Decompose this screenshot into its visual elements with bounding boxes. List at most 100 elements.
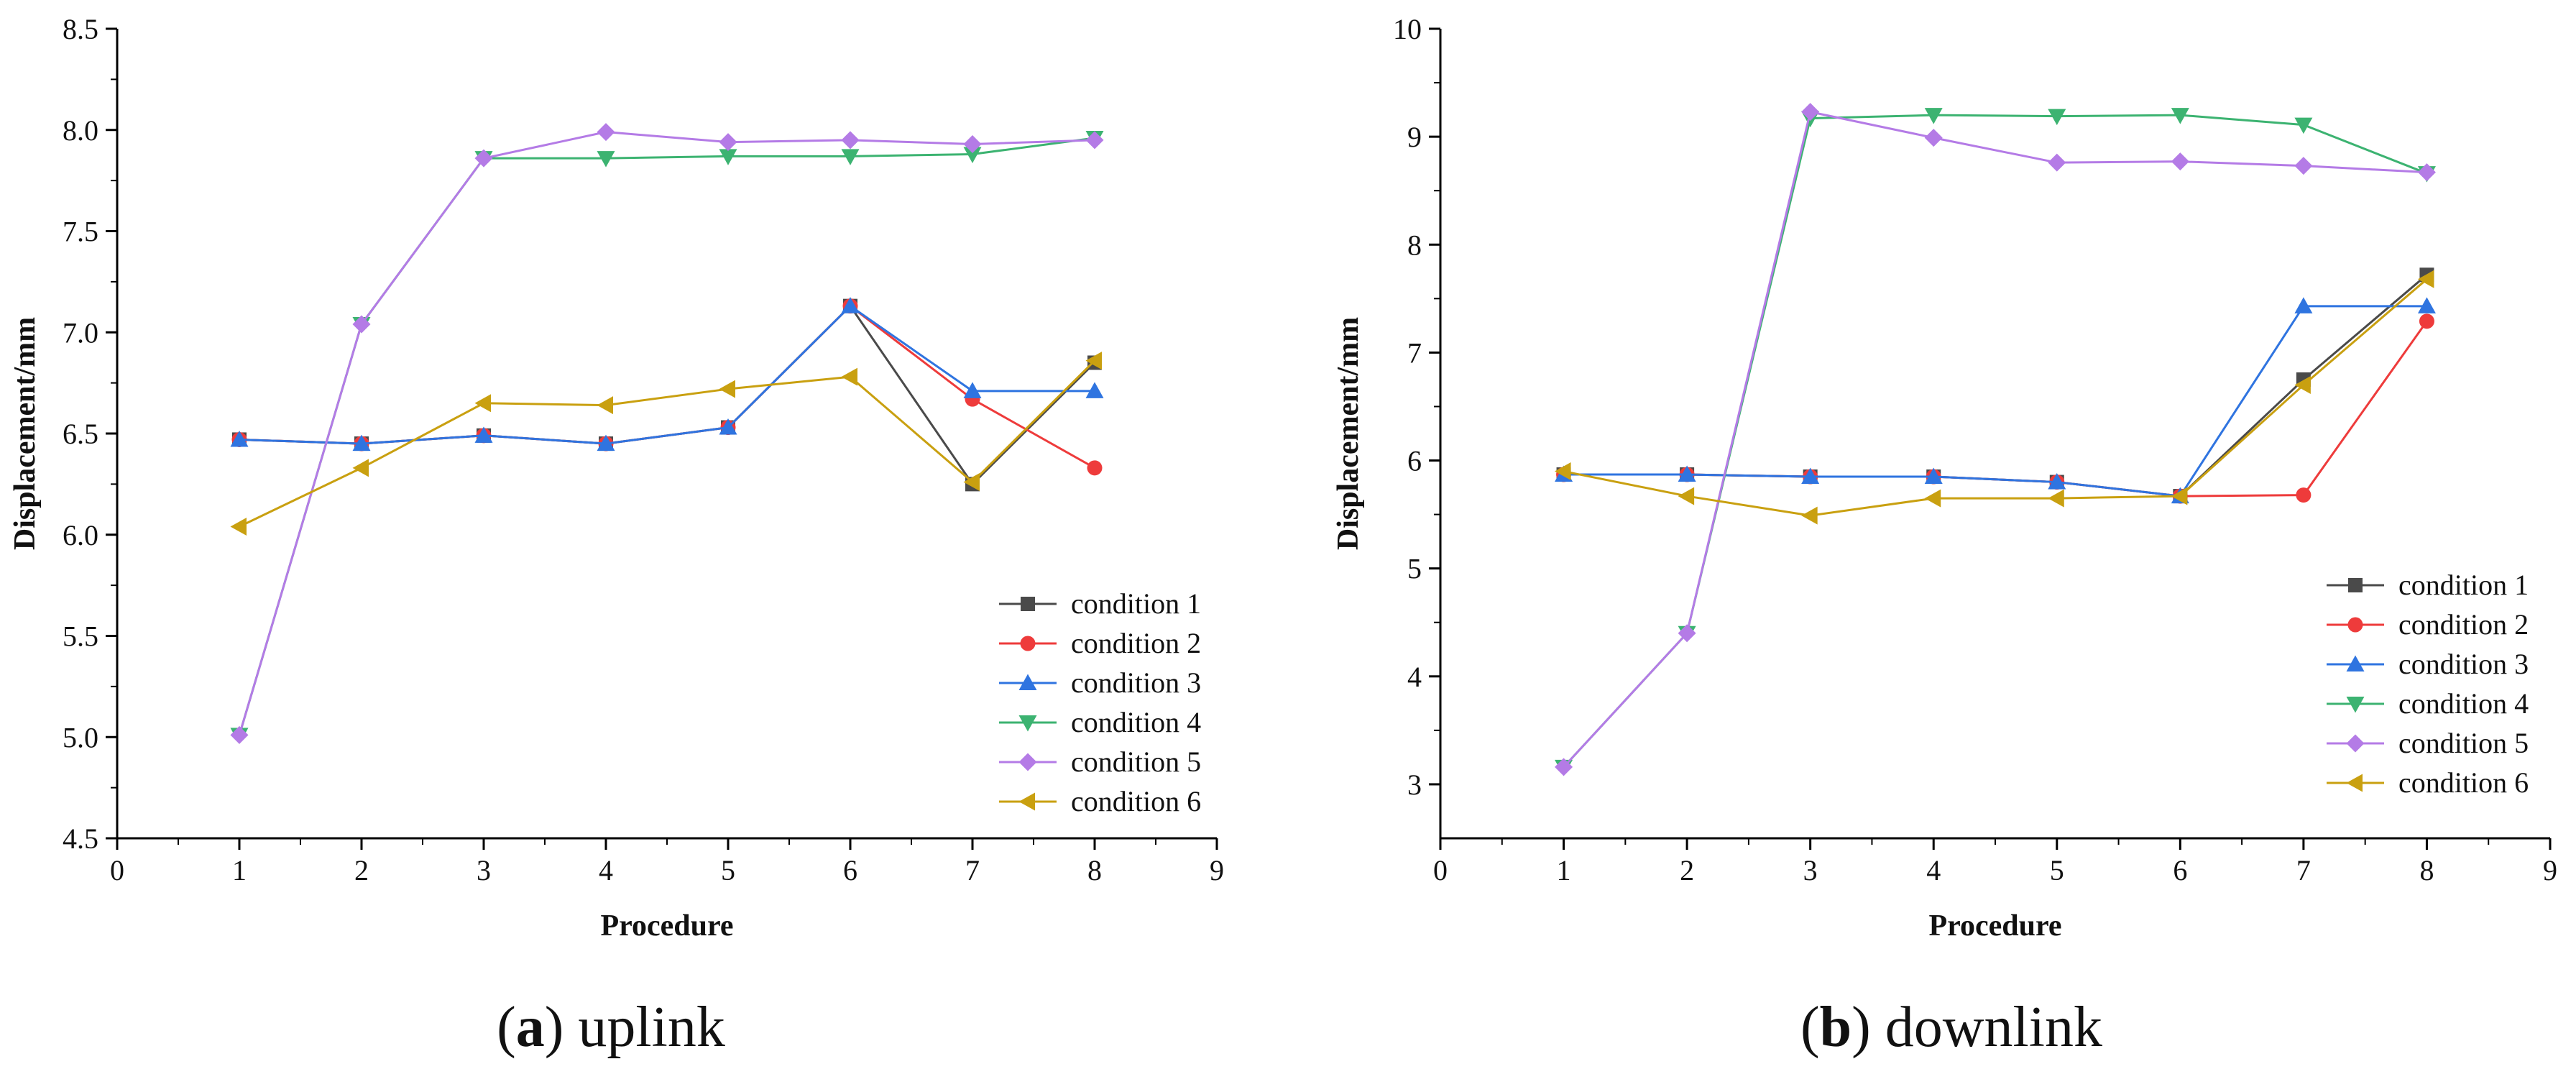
y-tick-label: 6.0 [63,519,98,551]
y-tick-label: 10 [1393,13,1422,45]
data-point [597,151,615,168]
legend-marker [2346,774,2363,792]
data-point [597,396,613,415]
legend-item: condition 1 [2327,569,2529,601]
x-tick-label: 9 [1210,854,1224,886]
y-tick-label: 7 [1407,336,1422,369]
data-point [963,473,980,492]
data-point [2048,473,2066,490]
legend-item: condition 3 [2327,648,2529,680]
legend-item: condition 2 [999,627,1201,659]
legend-label: condition 4 [2398,687,2529,720]
legend-marker [2347,617,2363,633]
x-tick-label: 0 [110,854,124,886]
data-point [1924,108,1943,124]
legend-item: condition 5 [999,746,1201,778]
legend-marker [2346,655,2365,671]
legend-item: condition 5 [2327,727,2529,759]
y-tick-label: 4 [1407,661,1422,693]
data-point [1555,462,1571,481]
legend-marker [2348,578,2363,592]
data-point [2294,157,2313,175]
legend-label: condition 1 [1071,587,1201,620]
x-tick-label: 5 [2050,854,2064,886]
x-tick-label: 2 [1680,854,1694,886]
chart-panel-a: 4.5 5.0 5.5 6.0 6.5 7.0 7.5 8.0 8.5 0 1 2 3 4 5 6 7 8 9 Pro… [9,13,1224,1059]
data-point [1801,467,1820,485]
y-tick-label: 5 [1407,553,1422,585]
legend-label: condition 6 [2398,766,2529,799]
y-tick-label: 5.5 [63,620,98,653]
y-tick-label: 6.5 [63,418,98,450]
data-point [1085,131,1104,150]
legend-label: condition 5 [2398,727,2529,759]
y-tick-label: 7.0 [63,316,98,349]
legend-label: condition 4 [1071,706,1201,738]
x-tick-label: 8 [2419,854,2434,886]
legend-marker [1018,792,1035,811]
data-point [2048,153,2066,172]
data-point [963,382,982,398]
legend-label: condition 6 [1071,785,1201,817]
series-line [1563,305,2427,498]
y-axis-title: Displacement/mm [9,317,42,550]
y-tick-label: 7.5 [63,216,98,248]
data-point [2417,297,2436,313]
caption-text: ( [497,996,516,1059]
x-tick-label: 0 [1433,854,1448,886]
y-tick-label: 4.5 [63,822,98,855]
legend-marker [1021,597,1035,611]
data-point [1678,487,1695,505]
legend-item: condition 6 [2327,766,2529,799]
data-point [1924,467,1943,485]
legend: condition 1 condition 2 condition 3 conditi… [999,587,1201,817]
data-point [2417,163,2436,182]
data-point [841,149,860,165]
legend-marker [1018,715,1037,732]
data-point [2417,270,2434,288]
data-point [2048,109,2066,126]
data-point [2171,108,2189,124]
legend-marker [2346,734,2365,753]
y-tick-label: 9 [1407,121,1422,153]
x-tick-label: 7 [2296,854,2311,886]
series-condition-4 [1555,108,2436,776]
data-point [1087,460,1103,476]
x-tick-label: 1 [232,854,247,886]
legend-label: condition 1 [2398,569,2529,601]
data-point [841,297,860,313]
series-line [1563,114,2427,768]
x-tick-label: 7 [965,854,980,886]
data-point [1801,506,1818,525]
legend-label: condition 3 [1071,666,1201,699]
legend-item: condition 4 [2327,687,2529,720]
series-condition-3 [1555,297,2436,504]
x-axis-title: Procedure [1928,909,2061,943]
legend-marker [2346,697,2365,713]
data-point [719,133,737,152]
legend-label: condition 2 [2398,608,2529,641]
chart-caption: (b) downlink [1800,996,2102,1059]
series-condition-6 [230,352,1102,536]
x-tick-label: 9 [2543,854,2557,886]
x-tick-label: 6 [2173,854,2187,886]
legend-item: condition 1 [999,587,1201,620]
data-point [352,434,371,451]
legend-label: condition 5 [1071,746,1201,778]
y-axis-title: Displacement/mm [1332,317,1365,550]
data-point [1924,129,1943,147]
series-line [1563,278,2428,517]
data-point [2048,489,2064,508]
x-tick-label: 3 [1803,854,1818,886]
data-point [2294,297,2313,313]
data-point [2171,152,2189,171]
data-point [2296,487,2312,503]
data-point [719,380,735,398]
legend-item: condition 3 [999,666,1201,699]
x-axis-title: Procedure [600,909,733,943]
data-point [230,517,247,536]
x-tick-label: 2 [354,854,369,886]
data-point [719,418,737,435]
caption-letter: a [516,996,545,1059]
data-point [2171,487,2188,505]
